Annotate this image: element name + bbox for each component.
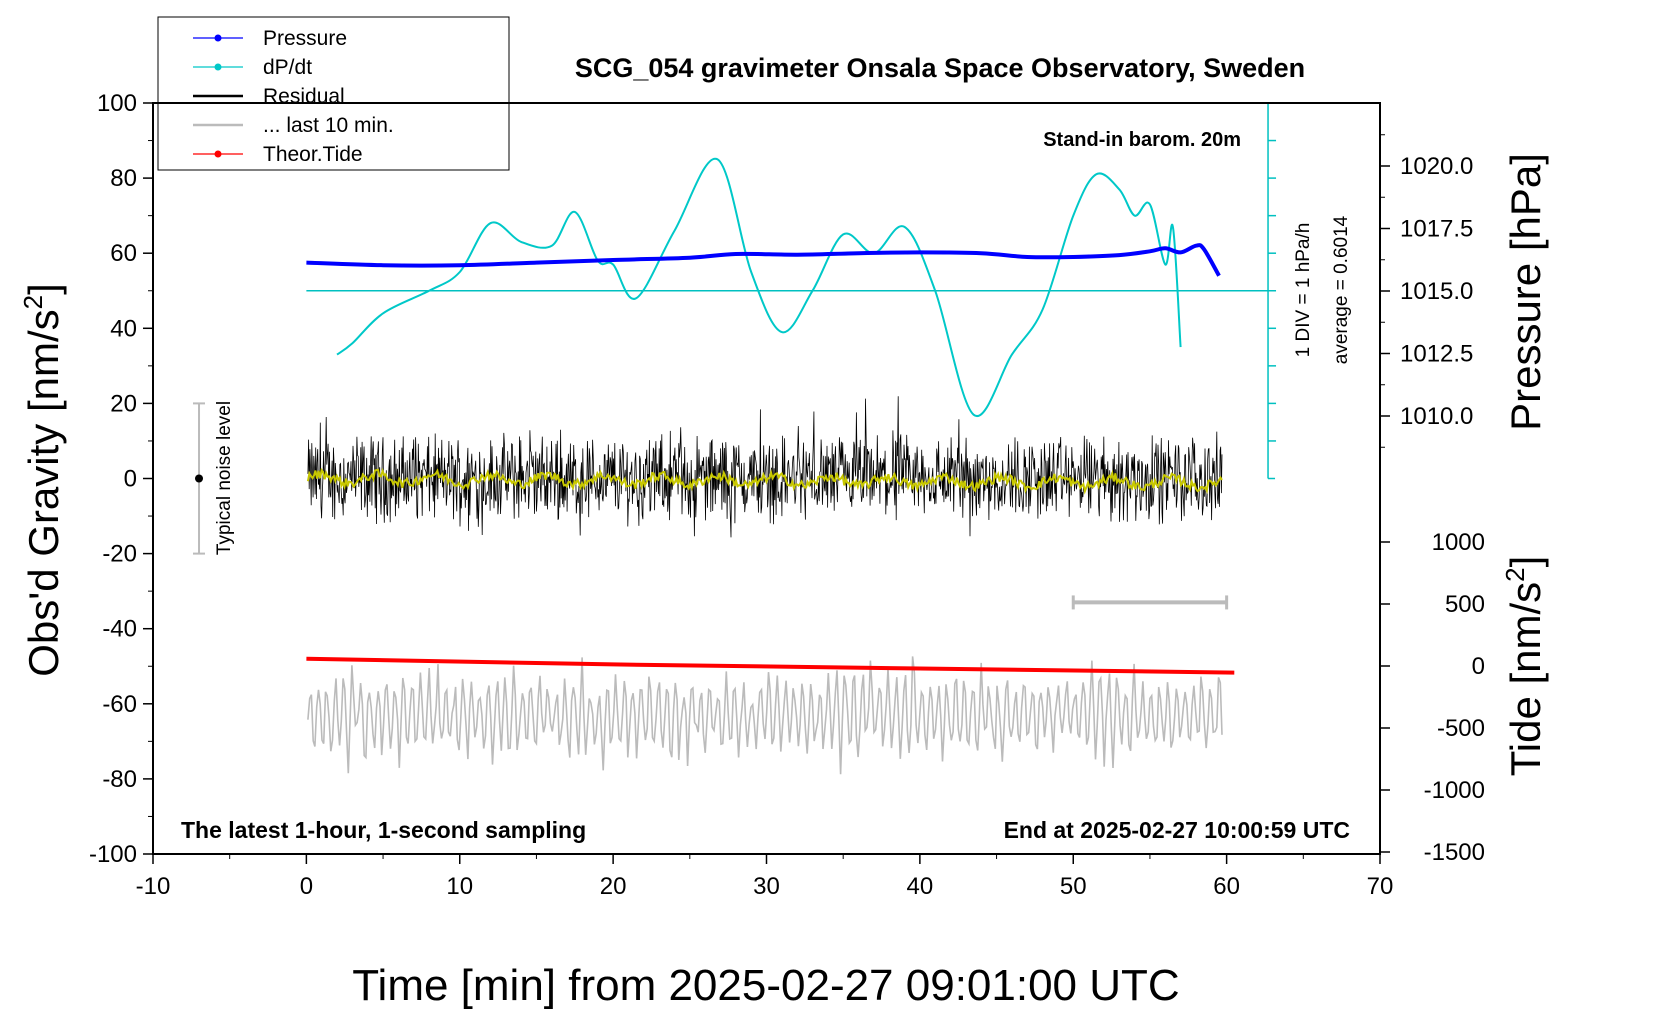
x-tick-label: 20 — [600, 873, 627, 900]
residual-line — [307, 396, 1223, 538]
x-tick-label: 60 — [1213, 873, 1240, 900]
noise-level-label: Typical noise level — [214, 401, 235, 555]
stand-in-barometer-note: Stand-in barom. 20m — [1043, 129, 1241, 151]
average-note: average = 0.6014 — [1331, 215, 1352, 364]
residual-smoothed-line — [306, 467, 1223, 495]
dpdt-line — [336, 157, 1182, 418]
y-tick-label: -80 — [102, 766, 137, 793]
y-tick-label: -20 — [102, 541, 137, 568]
tide-tick-label: 500 — [1445, 591, 1485, 618]
legend: Pressure dP/dt Residual ... last 10 min. The… — [157, 16, 510, 171]
legend-label: ... last 10 min. — [263, 114, 394, 137]
pressure-line — [306, 243, 1221, 277]
y-axis-label-left: Obs'd Gravity [nm/s2] — [18, 283, 67, 677]
y-tick-label: -100 — [89, 841, 137, 868]
pressure-tick-label: 1017.5 — [1400, 216, 1473, 243]
legend-label: Pressure — [263, 27, 347, 50]
legend-marker — [214, 34, 222, 42]
x-tick-label: 70 — [1367, 873, 1394, 900]
x-tick-label: 10 — [446, 873, 473, 900]
pressure-tick-label: 1010.0 — [1400, 403, 1473, 430]
pressure-tick-label: 1020.0 — [1400, 153, 1473, 180]
y-axis-label-tide: Tide [nm/s2] — [1500, 556, 1549, 777]
x-tick-label: -10 — [136, 873, 171, 900]
y-tick-label: 40 — [110, 315, 137, 342]
y-tick-label: 0 — [124, 466, 137, 493]
subtitle-left: The latest 1-hour, 1-second sampling — [181, 817, 586, 843]
plot-frame — [152, 102, 1381, 855]
legend-label: Theor.Tide — [263, 143, 363, 166]
noise-center-dot — [195, 474, 204, 483]
y-tick-label: 60 — [110, 240, 137, 267]
pressure-tick-label: 1015.0 — [1400, 278, 1473, 305]
y-tick-label: 100 — [97, 90, 137, 117]
legend-marker — [214, 150, 222, 158]
tide-tick-label: -1000 — [1424, 777, 1485, 804]
tide-tick-label: 1000 — [1432, 529, 1485, 556]
div-scale-note: 1 DIV = 1 hPa/h — [1293, 223, 1314, 358]
legend-marker — [214, 63, 222, 71]
y-tick-label: -40 — [102, 616, 137, 643]
tide-tick-label: -500 — [1437, 715, 1485, 742]
legend-frame — [157, 16, 510, 171]
y-tick-label: -60 — [102, 691, 137, 718]
subtitle-right: End at 2025-02-27 10:00:59 UTC — [1004, 817, 1350, 843]
tide-tick-label: -1500 — [1424, 839, 1485, 866]
x-tick-label: 50 — [1060, 873, 1087, 900]
x-axis-label: Time [min] from 2025-02-27 09:01:00 UTC — [352, 961, 1179, 1010]
x-tick-label: 30 — [753, 873, 780, 900]
last10-line — [307, 656, 1223, 775]
tide-tick-label: 0 — [1472, 653, 1485, 680]
legend-label: Residual — [263, 85, 345, 108]
chart-title: SCG_054 gravimeter Onsala Space Observat… — [575, 53, 1305, 83]
legend-label: dP/dt — [263, 56, 312, 79]
x-tick-label: 0 — [300, 873, 313, 900]
x-tick-label: 40 — [907, 873, 934, 900]
pressure-tick-label: 1012.5 — [1400, 341, 1473, 368]
y-tick-label: 80 — [110, 165, 137, 192]
y-axis-label-pressure: Pressure [hPa] — [1502, 153, 1549, 431]
tide-line — [306, 656, 1235, 675]
y-tick-label: 20 — [110, 390, 137, 417]
axes: -10 0 10 20 30 40 50 60 70-100-80-60-40-20020406… — [89, 90, 1485, 900]
